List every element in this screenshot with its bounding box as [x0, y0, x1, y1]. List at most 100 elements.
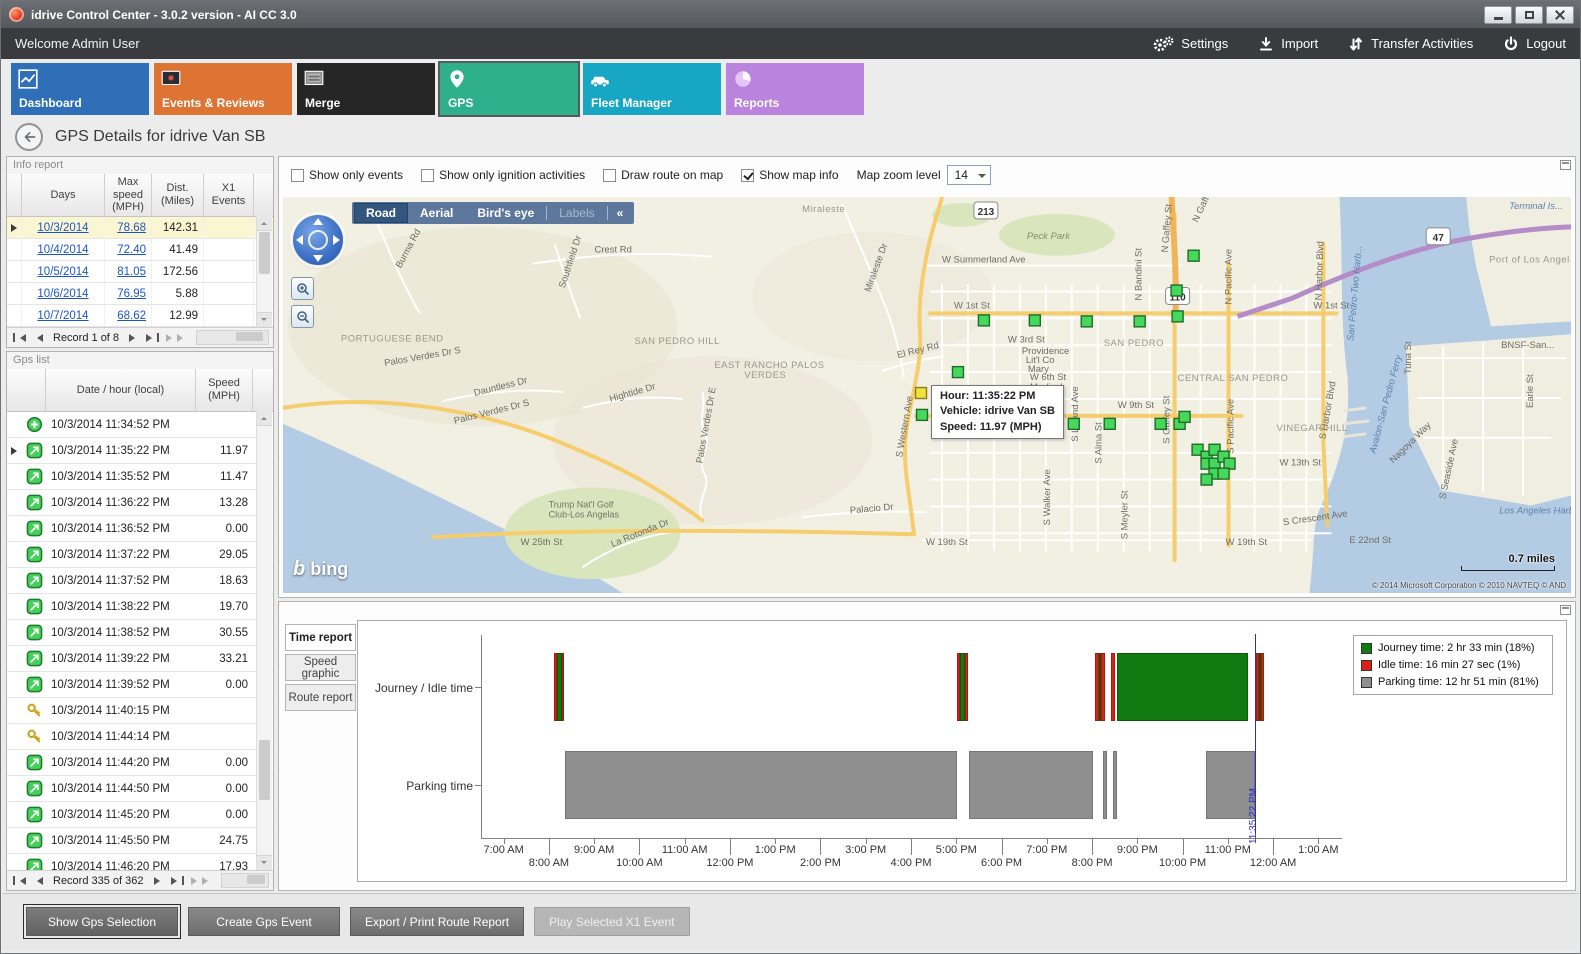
footer-button-create-gps-event[interactable]: Create Gps Event	[188, 907, 340, 936]
gps-list-row[interactable]: 10/3/2014 11:39:52 PM 0.00	[7, 672, 273, 698]
max-speed-link[interactable]: 72.40	[117, 243, 146, 256]
map-option-checkbox[interactable]	[291, 168, 304, 182]
header-max-speed[interactable]: Max speed (MPH)	[105, 174, 152, 216]
tab-dashboard[interactable]: Dashboard	[11, 63, 149, 115]
pan-south-icon[interactable]	[313, 255, 323, 262]
max-speed-link[interactable]: 76.95	[117, 287, 146, 300]
next-page-button[interactable]	[189, 876, 214, 885]
gps-marker[interactable]	[915, 408, 929, 422]
minimize-button[interactable]	[1484, 5, 1512, 24]
panel-maximize-icon[interactable]	[1560, 605, 1571, 615]
gps-marker[interactable]	[1080, 315, 1093, 328]
zoom-in-button[interactable]	[291, 277, 314, 300]
scroll-down-icon[interactable]	[257, 855, 272, 870]
gps-list-row[interactable]: 10/3/2014 11:37:52 PM 18.63	[7, 568, 273, 594]
prev-record-button[interactable]	[31, 333, 45, 342]
first-record-button[interactable]	[11, 876, 28, 885]
next-record-button[interactable]	[127, 333, 141, 342]
max-speed-link[interactable]: 81.05	[117, 265, 146, 278]
maximize-button[interactable]	[1515, 5, 1543, 24]
gps-list-row[interactable]: 10/3/2014 11:39:22 PM 33.21	[7, 646, 273, 672]
info-report-row[interactable]: 10/4/2014 72.40 41.49	[7, 239, 273, 261]
gps-list-row[interactable]: 10/3/2014 11:44:14 PM	[7, 724, 273, 750]
gps-list-row[interactable]: 10/3/2014 11:40:15 PM	[7, 698, 273, 724]
scroll-thumb[interactable]	[259, 232, 270, 274]
header-dist[interactable]: Dist. (Miles)	[152, 174, 204, 216]
gps-marker[interactable]	[1170, 284, 1183, 297]
logout-button[interactable]: Logout	[1503, 35, 1566, 52]
draw-route-checkbox[interactable]: Draw route on map	[603, 168, 723, 182]
tab-fleet-manager[interactable]: Fleet Manager	[583, 63, 721, 115]
gps-marker[interactable]	[1200, 473, 1213, 486]
header-date-hour[interactable]: Date / hour (local)	[46, 369, 196, 411]
gps-marker[interactable]	[1191, 443, 1204, 456]
footer-button-play-selected-x1-event[interactable]: Play Selected X1 Event	[534, 907, 690, 936]
bing-map[interactable]: 213 110 47 Miraleste Peck Park W Summerland …	[283, 197, 1571, 593]
scroll-up-icon[interactable]	[257, 411, 272, 426]
tab-speed-graphic[interactable]: Speed graphic	[285, 654, 356, 681]
last-record-button[interactable]	[169, 876, 186, 885]
gps-list-row[interactable]: 10/3/2014 11:38:52 PM 30.55	[7, 620, 273, 646]
map-option-checkbox[interactable]	[741, 168, 755, 182]
scroll-down-icon[interactable]	[257, 312, 272, 327]
gps-marker[interactable]	[1208, 443, 1221, 456]
tab-reports[interactable]: Reports	[726, 63, 864, 115]
tab-time-report[interactable]: Time report	[285, 624, 356, 651]
gps-list-row[interactable]: 10/3/2014 11:44:20 PM 0.00	[7, 750, 273, 776]
show-map-info-checkbox[interactable]: Show map info	[741, 168, 839, 182]
header-speed[interactable]: Speed (MPH)	[196, 369, 253, 411]
map-zoom-select[interactable]: 14	[946, 165, 991, 185]
map-view-road[interactable]: Road	[354, 203, 408, 223]
transfer-activities-button[interactable]: Transfer Activities	[1348, 36, 1473, 52]
gps-list-row[interactable]: 10/3/2014 11:34:52 PM	[7, 412, 273, 438]
gps-marker[interactable]	[1154, 417, 1167, 431]
gps-list-row[interactable]: 10/3/2014 11:45:20 PM 0.00	[7, 802, 273, 828]
gps-marker[interactable]	[1217, 467, 1230, 480]
tab-merge[interactable]: Merge	[297, 63, 435, 115]
day-link[interactable]: 10/3/2014	[37, 221, 89, 234]
info-report-vscrollbar[interactable]	[256, 216, 272, 327]
tab-route-report[interactable]: Route report	[285, 684, 356, 711]
gps-list-row[interactable]: 10/3/2014 11:36:22 PM 13.28	[7, 490, 273, 516]
settings-button[interactable]: Settings	[1152, 35, 1228, 52]
gps-list-row[interactable]: 10/3/2014 11:35:22 PM 11.97	[7, 438, 273, 464]
gps-list-hscrollbar[interactable]	[220, 873, 269, 888]
scroll-up-icon[interactable]	[257, 216, 272, 231]
import-button[interactable]: Import	[1258, 36, 1318, 52]
gps-marker[interactable]	[1028, 314, 1042, 327]
panel-maximize-icon[interactable]	[1560, 160, 1571, 170]
pan-north-icon[interactable]	[313, 218, 323, 225]
back-button[interactable]	[15, 123, 43, 151]
gps-list-vscrollbar[interactable]	[256, 411, 272, 870]
prev-record-button[interactable]	[31, 876, 45, 885]
pan-west-icon[interactable]	[296, 235, 303, 245]
tab-events-reviews[interactable]: Events & Reviews	[154, 63, 292, 115]
day-link[interactable]: 10/5/2014	[37, 265, 89, 278]
gps-list-row[interactable]: 10/3/2014 11:38:22 PM 19.70	[7, 594, 273, 620]
map-option-checkbox[interactable]	[603, 168, 617, 182]
tab-gps[interactable]: GPS	[438, 61, 580, 117]
info-report-hscrollbar[interactable]	[196, 330, 269, 345]
gps-list-row[interactable]: 10/3/2014 11:44:50 PM 0.00	[7, 776, 273, 802]
gps-marker[interactable]	[1103, 417, 1116, 431]
footer-button-export-print-route-report[interactable]: Export / Print Route Report	[350, 907, 525, 936]
gps-list-row[interactable]: 10/3/2014 11:37:22 PM 29.05	[7, 542, 273, 568]
info-report-row[interactable]: 10/6/2014 76.95 5.88	[7, 283, 273, 305]
gps-marker[interactable]	[1187, 249, 1200, 262]
map-bar-collapse-button[interactable]: «	[616, 206, 624, 220]
first-record-button[interactable]	[11, 333, 28, 342]
gps-marker[interactable]	[1133, 315, 1146, 328]
map-compass-control[interactable]	[293, 215, 343, 265]
gps-marker[interactable]	[977, 314, 991, 327]
header-x1-events[interactable]: X1 Events	[204, 174, 254, 216]
pan-east-icon[interactable]	[333, 235, 340, 245]
scroll-thumb[interactable]	[259, 740, 270, 800]
day-link[interactable]: 10/4/2014	[37, 243, 89, 256]
gps-list-row[interactable]: 10/3/2014 11:35:52 PM 11.47	[7, 464, 273, 490]
gps-marker[interactable]	[1067, 417, 1080, 431]
day-link[interactable]: 10/6/2014	[37, 287, 89, 300]
info-report-row[interactable]: 10/5/2014 81.05 172.56	[7, 261, 273, 283]
close-button[interactable]	[1546, 5, 1574, 24]
footer-button-show-gps-selection[interactable]: Show Gps Selection	[23, 904, 181, 939]
info-report-row[interactable]: 10/3/2014 78.68 142.31	[7, 217, 273, 239]
